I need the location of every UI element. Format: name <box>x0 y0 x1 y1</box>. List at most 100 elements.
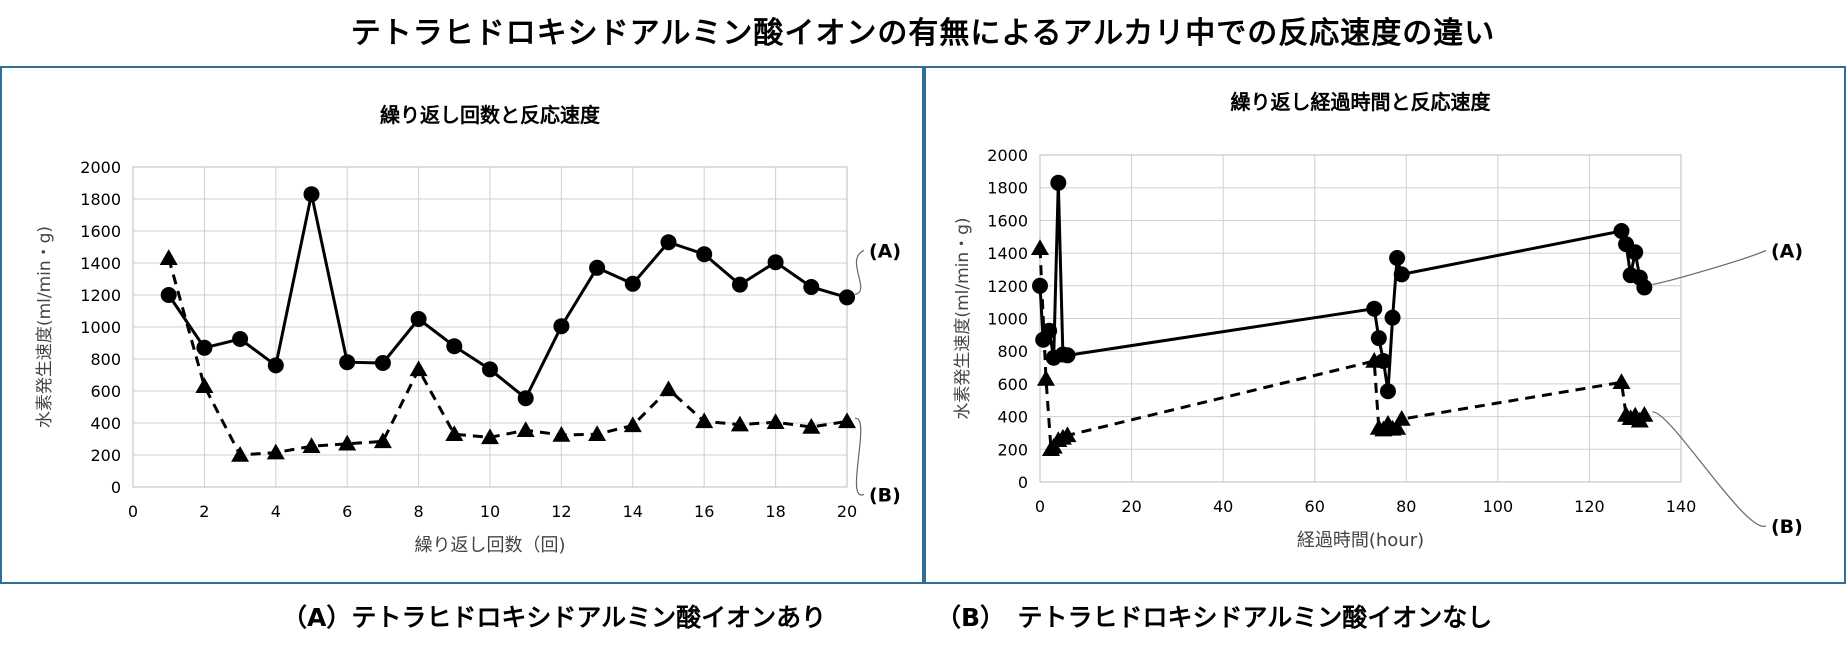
chart-b-series-a-point <box>1366 300 1383 317</box>
chart-b-series-a-point <box>1032 277 1048 294</box>
chart-a-series-a-point <box>160 287 177 303</box>
chart-a-series-a-point <box>589 259 606 276</box>
chart-a-x-tick-label: 18 <box>765 502 785 521</box>
chart-b-y-tick-label: 400 <box>997 408 1028 427</box>
chart-b-series-a-point <box>1384 309 1401 326</box>
chart-a-series-b-leader <box>854 417 865 496</box>
chart-b-y-tick-label: 200 <box>997 440 1028 459</box>
chart-a-series-b-point <box>409 360 428 377</box>
chart-b-series-b-point <box>1036 369 1055 386</box>
chart-b-series-a-point <box>1627 244 1644 261</box>
chart-a-series-b-point <box>659 380 678 397</box>
chart-b-x-tick-label: 20 <box>1121 497 1141 516</box>
chart-a-y-tick-label: 1000 <box>80 318 121 337</box>
chart-a-y-tick-label: 0 <box>111 478 121 497</box>
chart-a-x-tick-label: 0 <box>128 502 138 521</box>
chart-b-y-tick-label: 1800 <box>987 179 1028 198</box>
chart-a-x-tick-label: 8 <box>414 502 424 521</box>
chart-a-x-tick-label: 10 <box>480 502 500 521</box>
chart-b-series-b-leader <box>1652 411 1767 527</box>
chart-b-y-tick-label: 800 <box>997 342 1028 361</box>
chart-a-series-b-point <box>838 412 856 429</box>
chart-b-series-a-leader <box>1652 249 1767 286</box>
chart-b-y-tick-label: 1400 <box>987 244 1028 263</box>
chart-a-y-tick-label: 1800 <box>80 190 121 209</box>
chart-a-series-b-point <box>159 249 178 265</box>
chart-a-x-tick-label: 16 <box>694 502 714 521</box>
chart-b-series-a-point <box>1636 279 1653 296</box>
chart-panel-b: 繰り返し経過時間と反応速度 0 200 400 600 800 1000 1200 1400 16… <box>924 66 1846 584</box>
chart-a-series-b-point <box>623 416 642 433</box>
caption-a: （A）テトラヒドロキシドアルミン酸イオンあり <box>282 603 827 632</box>
chart-panel-a: 繰り返し回数と反応速度 0 200 400 600 800 1000 1200 1400 1600… <box>0 66 924 584</box>
chart-b-svg: 繰り返し経過時間と反応速度020040060080010001200140016… <box>953 90 1803 551</box>
chart-b-series-b-label: (B) <box>1771 516 1803 538</box>
chart-a-series-b-point <box>588 425 607 441</box>
chart-b-x-axis-label: 経過時間(hour) <box>1297 530 1424 551</box>
chart-a-series-a-point <box>232 331 249 347</box>
chart-b-x-tick-label: 60 <box>1305 497 1325 516</box>
chart-b-series-b-point <box>1058 426 1077 443</box>
chart-b-series-a-point <box>1370 330 1387 347</box>
chart-a-series-a-point <box>446 338 463 355</box>
chart-a-y-axis-label: 水素発生速度(ml/min・g) <box>35 226 55 428</box>
chart-a-series-a-label: (A) <box>869 240 901 262</box>
chart-a-plot-frame <box>132 166 848 488</box>
page-title: テトラヒドロキシドアルミン酸イオンの有無によるアルカリ中での反応速度の違い <box>350 16 1496 51</box>
chart-b-title: 繰り返し経過時間と反応速度 <box>1231 90 1492 114</box>
chart-a-svg: 繰り返し回数と反応速度02004006008001000120014001600… <box>35 103 901 556</box>
chart-a-y-tick-label: 1200 <box>80 286 121 305</box>
chart-a-series-b-point <box>552 426 571 442</box>
chart-b-x-tick-label: 120 <box>1574 497 1605 516</box>
chart-a-series-b-point <box>231 446 250 462</box>
chart-a-x-tick-label: 6 <box>342 502 352 521</box>
chart-b-y-tick-label: 1200 <box>987 277 1028 296</box>
chart-a-x-tick-label: 2 <box>199 502 209 521</box>
chart-a-y-tick-label: 600 <box>90 382 121 401</box>
chart-a-x-tick-label: 14 <box>623 502 643 521</box>
chart-a-series-b-point <box>481 428 499 445</box>
chart-a-series-a-point <box>803 279 820 295</box>
chart-a-series-b-point <box>195 377 214 393</box>
chart-b-series-a-point <box>1379 383 1396 400</box>
chart-a-x-tick-label: 4 <box>271 502 281 521</box>
chart-a-series-b-point <box>766 413 785 429</box>
chart-a-series-a-point <box>696 246 713 263</box>
chart-b-series-b-point <box>1031 239 1049 255</box>
chart-a-series-a-point <box>196 339 213 356</box>
chart-a-series-a-point <box>839 289 855 306</box>
chart-a-y-tick-label: 400 <box>90 414 121 433</box>
chart-b-x-tick-label: 140 <box>1666 497 1697 516</box>
caption-b: （B） テトラヒドロキシドアルミン酸イオンなし <box>936 603 1493 632</box>
chart-a-series-b-point <box>695 412 714 429</box>
chart-b-series-a-line <box>1038 182 1646 392</box>
chart-a-series-b-point <box>266 443 285 460</box>
chart-b-series-a-label: (A) <box>1771 240 1803 262</box>
chart-a-series-a-point <box>553 318 570 335</box>
chart-a-series-b-point <box>338 434 357 451</box>
chart-b-x-tick-label: 40 <box>1213 497 1233 516</box>
chart-b-series-b-point <box>1392 410 1411 426</box>
chart-b-y-axis-label: 水素発生速度(ml/min・g) <box>953 217 973 419</box>
chart-a-y-tick-label: 200 <box>90 446 121 465</box>
chart-a-series-a-point <box>767 254 784 271</box>
chart-b-series-a-point <box>1613 223 1630 240</box>
chart-a-y-tick-label: 800 <box>90 350 121 369</box>
chart-b-y-tick-label: 0 <box>1018 473 1028 492</box>
chart-a-series-a-leader <box>854 249 865 295</box>
chart-a-series-b-point <box>730 415 749 432</box>
chart-b-x-tick-label: 80 <box>1396 497 1416 516</box>
chart-a-y-tick-label: 1400 <box>80 254 121 273</box>
chart-b-series-a-point <box>1393 266 1410 283</box>
chart-a-series-b-point <box>445 425 464 441</box>
chart-a-series-b-point <box>302 437 321 453</box>
chart-b-series-b-point <box>1612 373 1631 390</box>
chart-b-series-b-point <box>1365 352 1384 368</box>
chart-b-series-a-point <box>1389 250 1406 267</box>
chart-b-x-tick-label: 100 <box>1483 497 1514 516</box>
chart-b-y-tick-label: 600 <box>997 375 1028 394</box>
chart-b-plot-frame <box>1039 154 1682 483</box>
chart-b-series-b-line <box>1038 248 1646 453</box>
chart-b-series-a-point <box>1059 347 1076 364</box>
chart-a-series-a-point <box>731 276 748 293</box>
